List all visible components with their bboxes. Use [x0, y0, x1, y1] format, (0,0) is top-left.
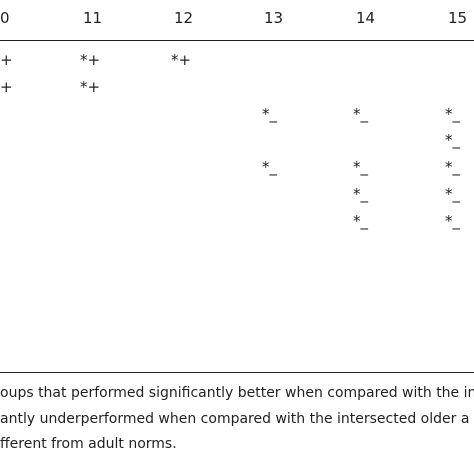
cell: +	[0, 51, 13, 69]
column-header: 11	[83, 9, 103, 27]
cell: *_	[353, 211, 368, 230]
cell: *_	[262, 158, 277, 177]
cell: *_	[445, 131, 460, 150]
cell: +	[0, 77, 13, 96]
cell: *+	[80, 51, 101, 69]
cell: *_	[353, 185, 368, 203]
footnote: fferent from adult norms.	[0, 436, 177, 452]
cell: *_	[353, 158, 368, 177]
cell: *+	[171, 51, 192, 69]
footnote: oups that performed significantly better…	[0, 385, 474, 401]
cell: *_	[445, 104, 460, 123]
cell: *+	[80, 77, 101, 96]
cell: *_	[445, 211, 460, 230]
cell: *_	[445, 185, 460, 203]
cell: *_	[262, 104, 277, 123]
cell: *_	[353, 104, 368, 123]
column-header: 0	[0, 9, 10, 27]
column-header: 12	[174, 9, 194, 27]
column-header: 15	[448, 9, 468, 27]
bottom-rule	[0, 372, 474, 373]
header-rule	[0, 40, 474, 41]
column-header: 14	[356, 9, 376, 27]
column-header: 13	[264, 9, 284, 27]
cell: *_	[445, 158, 460, 177]
footnote: antly underperformed when compared with …	[0, 410, 470, 427]
